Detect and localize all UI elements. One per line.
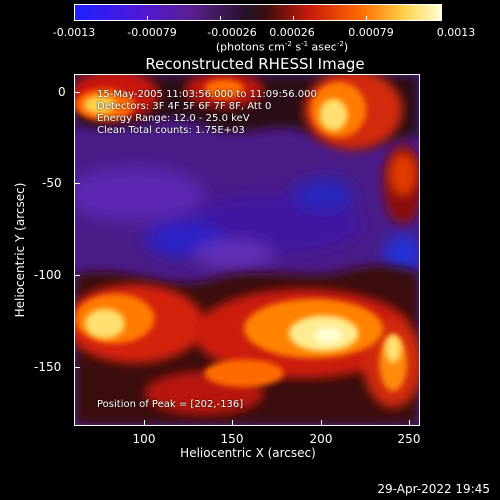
y-tick-label: -150 — [34, 360, 62, 374]
y-axis-label: Heliocentric Y (arcsec) — [13, 182, 27, 318]
rhessi-image: 15-May-2005 11:03:56.000 to 11:09:56.000… — [74, 74, 420, 426]
peak-position: Position of Peak = [202,-136] — [97, 399, 244, 410]
colorbar-tick-label: 0.0013 — [436, 26, 476, 39]
y-tick-label: -50 — [42, 176, 62, 190]
x-tick-label: 250 — [397, 432, 421, 446]
colorbar-unit: (photons cm-2 s-1 asec-2) — [215, 40, 349, 54]
detectors-info: Detectors: 3F 4F 5F 6F 7F 8F, Att 0 — [97, 101, 272, 112]
colorbar-tick-label: 0.00026 — [269, 26, 315, 39]
x-tick-label: 150 — [220, 432, 244, 446]
colorbar-tick-label: -0.0013 — [52, 26, 96, 39]
plot-title: Reconstructed RHESSI Image — [145, 55, 365, 73]
observation-time-range: 15-May-2005 11:03:56.000 to 11:09:56.000 — [97, 89, 317, 100]
solar-image — [75, 75, 419, 425]
x-tick-label: 100 — [132, 432, 156, 446]
colorbar-tick-label: 0.00079 — [348, 26, 394, 39]
x-axis-label: Heliocentric X (arcsec) — [180, 446, 316, 460]
y-tick-label: -100 — [34, 268, 62, 282]
colorbar-tick-label: -0.00079 — [127, 26, 177, 39]
energy-range-info: Energy Range: 12.0 - 25.0 keV — [97, 113, 250, 124]
clean-counts-info: Clean Total counts: 1.75E+03 — [97, 125, 245, 136]
colorbar — [74, 4, 442, 21]
colorbar-tick-label: -0.00026 — [207, 26, 257, 39]
x-tick-label: 200 — [309, 432, 333, 446]
datestamp: 29-Apr-2022 19:45 — [377, 482, 490, 496]
y-tick-label: 0 — [58, 85, 66, 99]
